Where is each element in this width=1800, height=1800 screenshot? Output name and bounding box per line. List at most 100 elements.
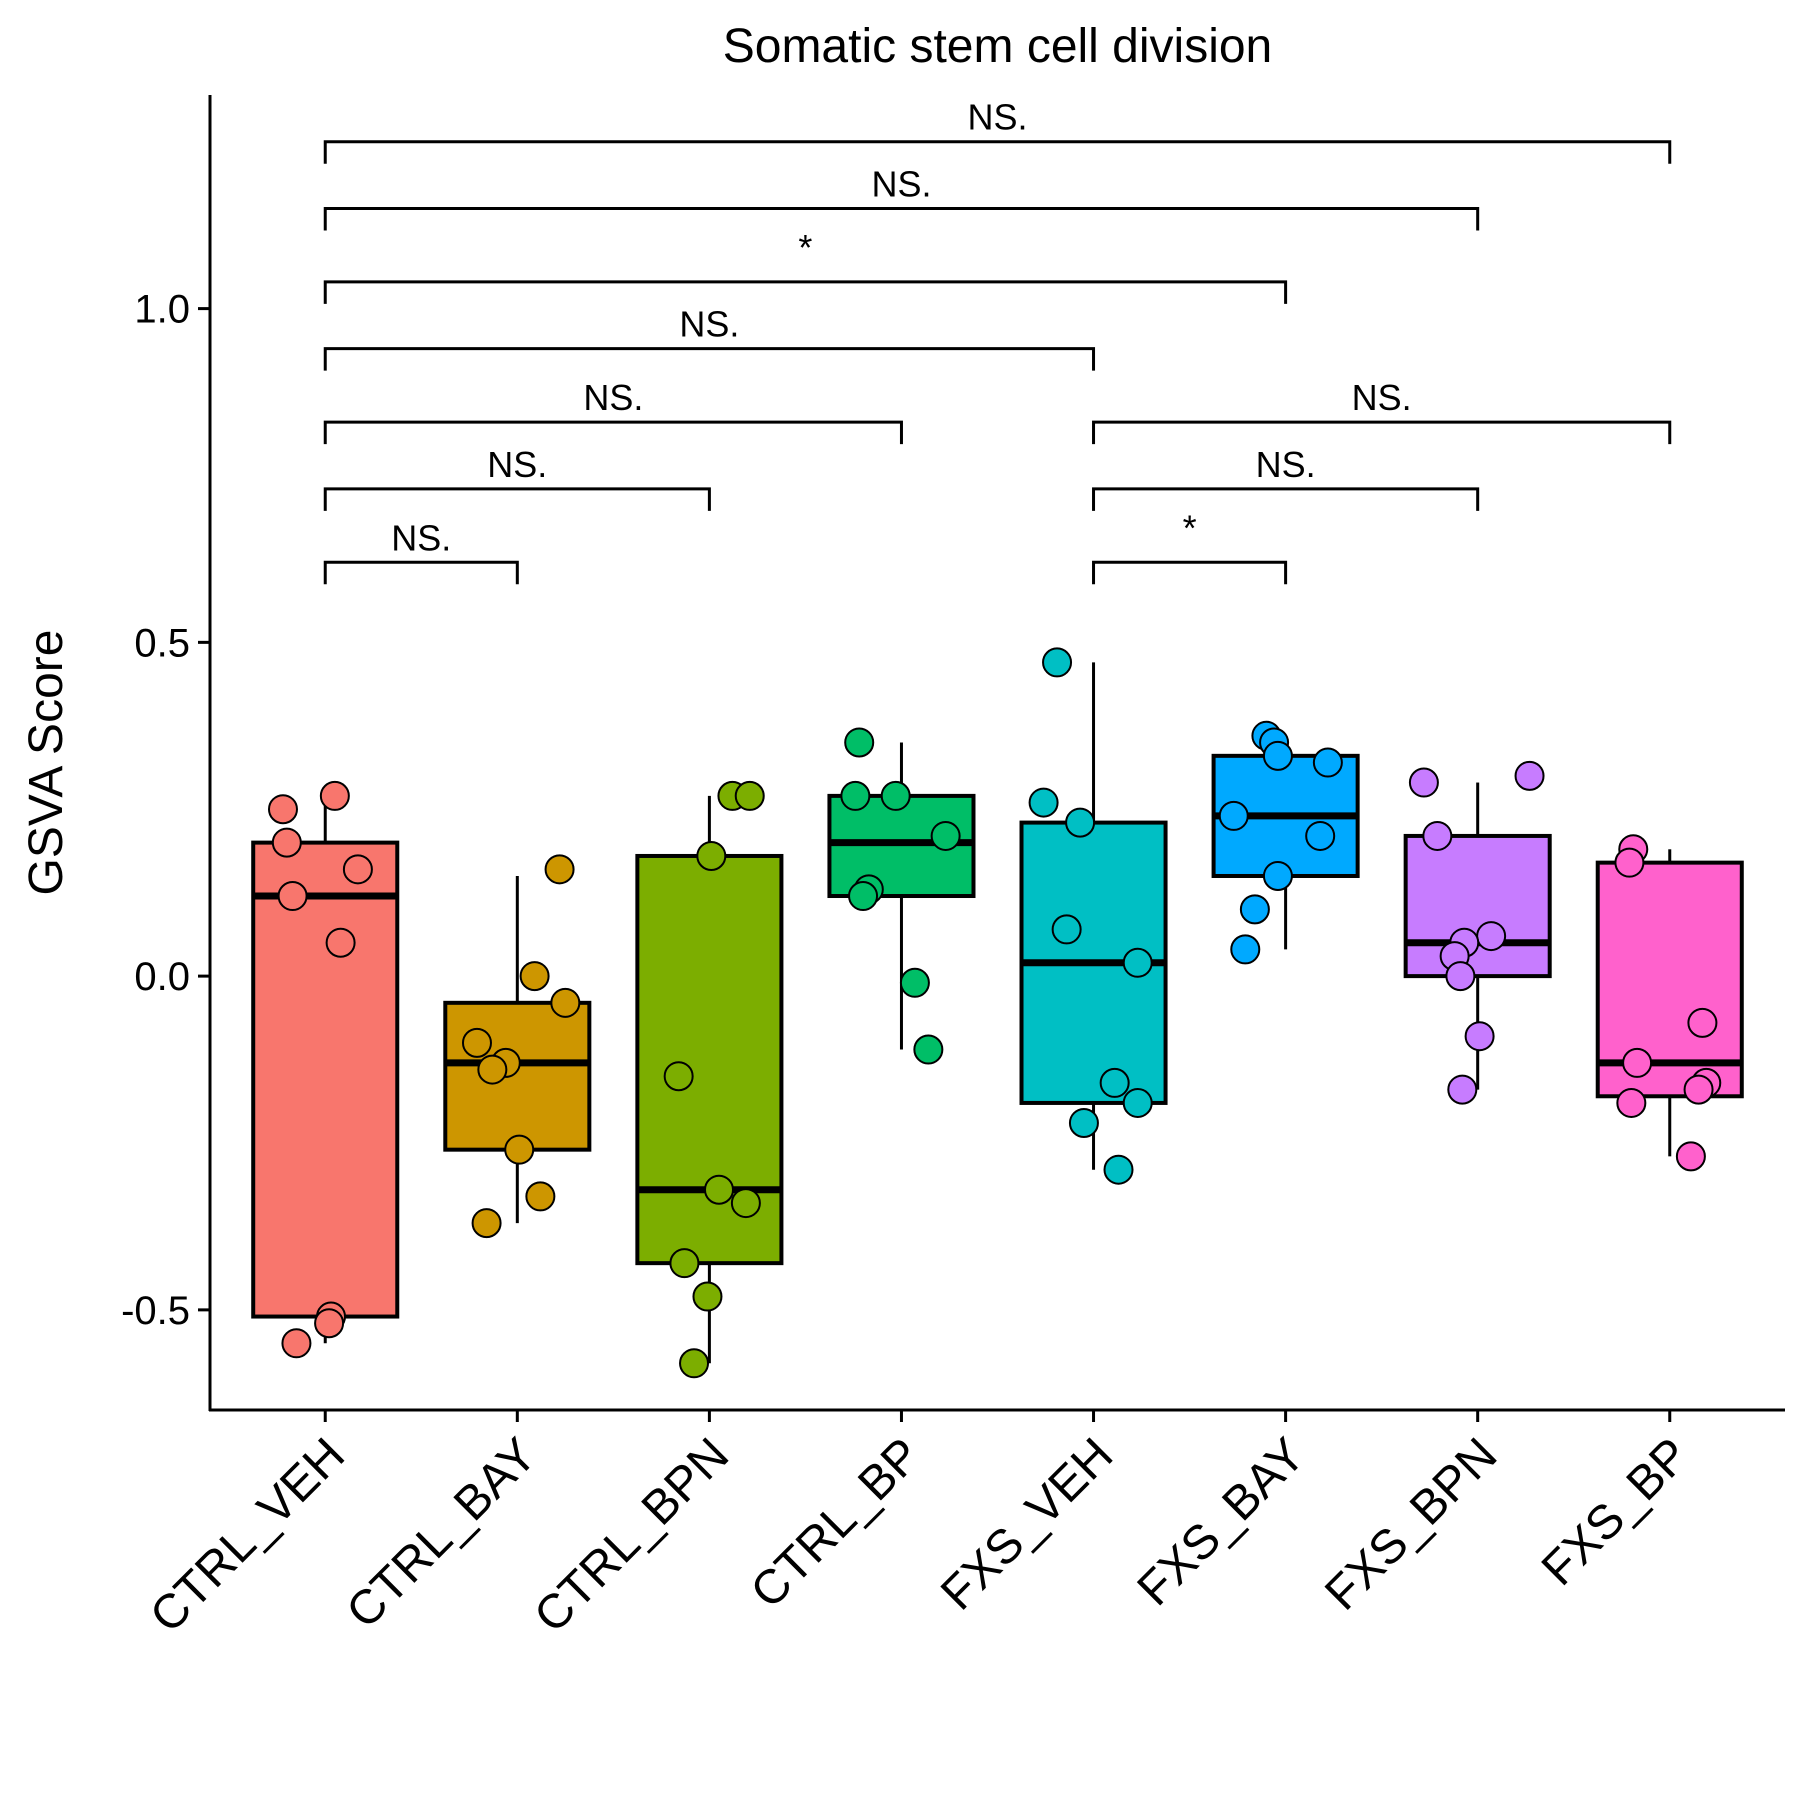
data-point — [1262, 860, 1293, 891]
data-point — [930, 820, 961, 851]
data-point — [1068, 1107, 1099, 1138]
box-fxs-bpn — [1403, 833, 1552, 979]
x-tick-label: CTRL_BP — [741, 1428, 931, 1618]
x-tick-label: FXS_BAY — [1128, 1428, 1316, 1616]
chart-title: Somatic stem cell division — [723, 20, 1273, 73]
significance-label: NS. — [1352, 377, 1412, 418]
y-axis-title: GSVA Score — [20, 630, 73, 896]
y-tick-label: 0.0 — [134, 955, 190, 999]
significance-bracket — [323, 140, 1672, 164]
data-point — [913, 1034, 944, 1065]
significance-label: * — [798, 227, 812, 268]
y-axis: -0.5 0.0 0.5 1.0 — [121, 95, 212, 1411]
data-point — [550, 987, 581, 1018]
data-point — [325, 927, 356, 958]
significance-label: NS. — [487, 444, 547, 485]
data-point — [679, 1348, 710, 1379]
data-point — [1065, 807, 1096, 838]
box-fxs-bp — [1595, 860, 1744, 1099]
data-point — [696, 840, 727, 871]
data-point — [319, 780, 350, 811]
data-point — [1445, 961, 1476, 992]
significance-label: NS. — [679, 304, 739, 345]
data-point — [734, 780, 765, 811]
data-point — [314, 1308, 345, 1339]
significance-bracket — [323, 487, 711, 511]
x-tick-label: CTRL_BPN — [524, 1428, 739, 1643]
significance-bracket — [323, 280, 1288, 304]
significance-label: NS. — [583, 377, 643, 418]
significance-label: * — [1183, 507, 1197, 548]
data-point — [669, 1248, 700, 1279]
data-point — [840, 780, 871, 811]
significance-label: NS. — [967, 97, 1027, 138]
box-ctrl-bay — [443, 1000, 592, 1152]
data-point — [1422, 820, 1453, 851]
data-point — [1614, 847, 1645, 878]
data-point — [504, 1134, 535, 1165]
data-point — [1447, 1074, 1478, 1105]
data-point — [1464, 1021, 1495, 1052]
data-point — [277, 881, 308, 912]
significance-label: NS. — [871, 163, 931, 204]
data-point — [1683, 1074, 1714, 1105]
data-point — [844, 727, 875, 758]
data-point — [1687, 1007, 1718, 1038]
data-point — [519, 961, 550, 992]
data-point — [692, 1281, 723, 1312]
data-point — [899, 967, 930, 998]
data-point — [1312, 747, 1343, 778]
data-point — [1622, 1047, 1653, 1078]
data-point — [1305, 820, 1336, 851]
data-point — [1230, 934, 1261, 965]
x-tick-label: CTRL_VEH — [140, 1428, 355, 1643]
significance-bracket — [323, 206, 1480, 231]
data-point — [1675, 1141, 1706, 1172]
data-point — [1616, 1087, 1647, 1118]
data-point — [342, 854, 373, 885]
data-point — [880, 780, 911, 811]
data-point — [281, 1328, 312, 1359]
x-tick-label: FXS_VEH — [931, 1428, 1123, 1620]
data-point — [271, 827, 302, 858]
data-point — [1099, 1067, 1130, 1098]
y-tick-label: 0.5 — [134, 621, 190, 665]
data-point — [663, 1061, 694, 1092]
data-point — [461, 1027, 492, 1058]
significance-bracket — [323, 420, 903, 445]
y-tick-label: 1.0 — [134, 288, 190, 332]
data-point — [1239, 894, 1270, 925]
data-point — [1051, 914, 1082, 945]
significance-label: NS. — [1256, 444, 1316, 485]
data-point — [1122, 947, 1153, 978]
data-point — [267, 794, 298, 825]
significance-bracket — [323, 560, 519, 585]
data-point — [730, 1188, 761, 1219]
significance-brackets: NS. NS. NS. NS. * NS. NS. * NS. NS. — [323, 97, 1672, 585]
data-point — [471, 1208, 502, 1239]
data-point — [525, 1181, 556, 1212]
x-tick-label: FXS_BPN — [1315, 1428, 1507, 1620]
significance-bracket — [1092, 487, 1480, 511]
data-points — [267, 647, 1722, 1379]
x-tick-label: CTRL_BAY — [337, 1428, 547, 1638]
data-point — [1514, 760, 1545, 791]
significance-label: NS. — [391, 517, 451, 558]
significance-bracket — [323, 347, 1096, 371]
box-ctrl-veh — [251, 840, 400, 1319]
x-tick-label: FXS_BP — [1532, 1428, 1700, 1596]
data-point — [1103, 1154, 1134, 1185]
data-point — [544, 854, 575, 885]
data-point — [1408, 767, 1439, 798]
data-point — [1122, 1087, 1153, 1118]
data-point — [848, 881, 879, 912]
significance-bracket — [1092, 420, 1672, 445]
y-tick-label: -0.5 — [121, 1289, 190, 1333]
data-point — [1262, 740, 1293, 771]
data-point — [1042, 647, 1073, 678]
data-point — [1476, 921, 1507, 952]
data-point — [1218, 800, 1249, 831]
significance-bracket — [1092, 560, 1288, 585]
